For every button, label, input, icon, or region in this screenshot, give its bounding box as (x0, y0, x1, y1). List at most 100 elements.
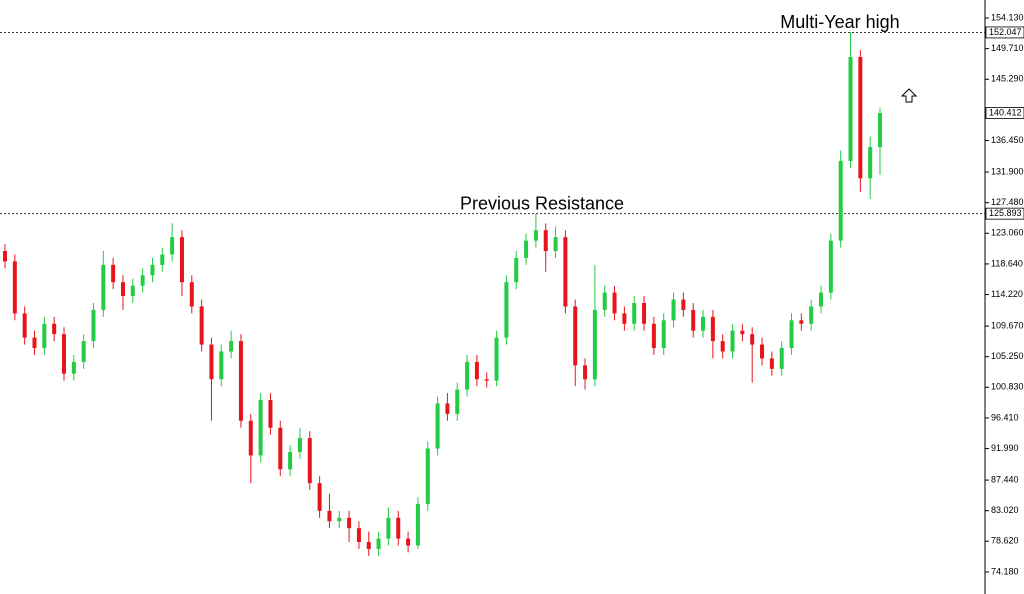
candle-body (789, 320, 794, 349)
level-label-box (985, 207, 1024, 220)
candle-body (455, 389, 460, 414)
y-tick-label: 114.220 (991, 289, 1023, 299)
candle-body (651, 323, 656, 349)
candle-body (71, 361, 76, 374)
candle-body (799, 320, 804, 324)
candle-body (32, 337, 37, 349)
candle-body (111, 264, 116, 283)
candle-body (120, 282, 125, 297)
candle-body (327, 510, 332, 522)
candle-body (406, 538, 411, 546)
candle-body (838, 160, 843, 241)
candle-body (514, 257, 519, 283)
candle-body (150, 264, 155, 276)
candle-body (130, 285, 135, 297)
y-tick-label: 154.130 (991, 12, 1024, 22)
candle-body (229, 341, 234, 352)
arrow-icon (900, 88, 918, 103)
candle-body (425, 448, 430, 504)
candle-body (504, 282, 509, 338)
level-label: 152.047 (989, 27, 1022, 37)
y-tick-label: 127.480 (991, 197, 1024, 207)
candle-body (858, 57, 863, 179)
candle-body (61, 334, 66, 374)
candle-body (622, 313, 627, 324)
candle-body (42, 323, 47, 349)
candle-body (760, 344, 765, 359)
candle-body (701, 316, 706, 331)
candle-body (3, 251, 7, 262)
y-tick-label: 145.290 (991, 74, 1024, 84)
candle-body (396, 517, 401, 539)
candle-body (160, 254, 165, 265)
candle-body (730, 330, 735, 352)
price-label: 140.412 (989, 107, 1022, 117)
candle-body (769, 358, 774, 369)
candle-body (386, 517, 391, 539)
candle-body (347, 517, 352, 529)
candle-body (101, 264, 106, 310)
candle-body (602, 292, 607, 310)
candle-body (592, 309, 597, 380)
y-tick-label: 109.670 (991, 320, 1024, 330)
y-tick-label: 96.410 (991, 412, 1019, 422)
candle-body (189, 282, 194, 307)
candle-body (22, 313, 27, 338)
candle-body (533, 230, 538, 241)
y-tick-label: 149.710 (991, 43, 1024, 53)
y-tick-label: 105.250 (991, 351, 1024, 361)
candle-body (553, 237, 558, 252)
candle-body (710, 316, 715, 342)
y-tick-label: 131.900 (991, 166, 1024, 176)
candle-body (337, 517, 342, 522)
candle-body (819, 292, 824, 307)
candle-body (435, 403, 440, 449)
candle-body (465, 361, 470, 390)
candle-body (376, 538, 381, 549)
annotation: Multi-Year high (780, 12, 899, 32)
candle-body (868, 147, 873, 179)
candle-body (848, 57, 853, 161)
y-tick-label: 87.440 (991, 474, 1019, 484)
candle-body (642, 302, 647, 324)
candle-body (573, 306, 578, 366)
y-tick-label: 123.060 (991, 228, 1024, 238)
candle-body (91, 309, 96, 342)
candle-body (307, 438, 312, 484)
y-tick-label: 100.830 (991, 382, 1024, 392)
candle-body (278, 427, 283, 470)
candle-body (288, 451, 293, 470)
candle-body (268, 400, 273, 428)
y-tick-label: 136.450 (991, 135, 1024, 145)
candle-body (297, 438, 302, 452)
candle-body (179, 237, 184, 283)
candle-body (140, 275, 145, 286)
candle-body (809, 306, 814, 324)
candle-body (563, 237, 568, 307)
annotation: Previous Resistance (460, 193, 624, 213)
candle-body (12, 261, 17, 314)
candle-body (199, 306, 204, 345)
candle-body (543, 230, 548, 252)
candle-body (612, 292, 617, 314)
y-tick-label: 74.180 (991, 566, 1019, 576)
candle-body (632, 302, 637, 324)
y-tick-label: 83.020 (991, 505, 1019, 515)
candle-body (494, 337, 499, 381)
candle-body (258, 400, 263, 456)
y-tick-label: 78.620 (991, 536, 1019, 546)
candle-body (445, 403, 450, 414)
candle-body (750, 334, 755, 345)
candle-body (170, 237, 175, 255)
candle-body (474, 361, 479, 380)
price-label-box (985, 107, 1024, 119)
candle-body (779, 348, 784, 369)
candle-body (828, 240, 833, 293)
candle-body (81, 341, 86, 362)
candle-body (524, 240, 529, 258)
y-tick-label: 118.640 (991, 258, 1023, 268)
level-label-box (985, 26, 1024, 39)
candle-body (740, 330, 745, 335)
candle-body (878, 113, 882, 148)
